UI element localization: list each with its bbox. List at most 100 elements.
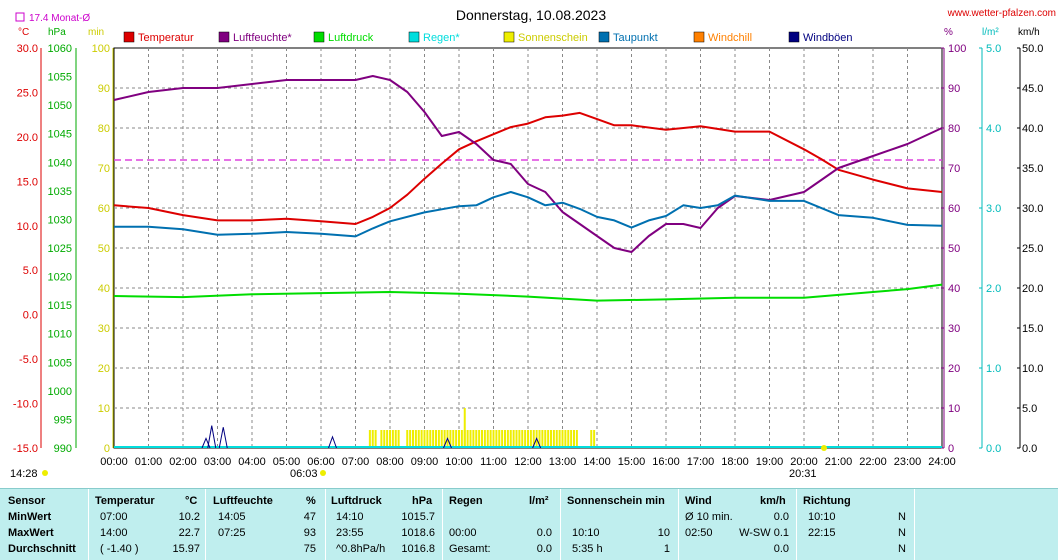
table-wind-value: W-SW 0.1 [739,527,789,539]
humidity-tick-label: 30 [948,323,960,335]
legend-label: Windchill [708,32,752,44]
chart-title: Donnerstag, 10.08.2023 [456,7,606,23]
header-direction: Richtung [803,495,851,507]
sunshine-bar [573,430,575,448]
humidity-tick-label: 70 [948,163,960,175]
sunshine-bar [506,430,509,448]
sunshine-bar [458,430,460,448]
sunshine-bar [460,430,463,448]
wind-tick-label: 40.0 [1022,123,1043,135]
sunshine-bar [529,430,532,448]
sunshine-bar [524,430,527,448]
series-line-temperatur [113,111,943,225]
humidity-tick-label: 90 [948,83,960,95]
table-hum-value: 75 [303,543,316,555]
sunset-label: 20:31 [789,468,817,480]
sunshine-bar [466,430,469,448]
sunshine-bar [501,430,504,448]
sunshine-bar [371,430,374,448]
table-temp-value: 10.2 [178,511,200,523]
sunshine-bar [478,430,481,448]
pressure-tick-label: 1050 [48,100,72,112]
x-tick-label: 24:00 [928,456,956,468]
pressure-tick-label: 990 [54,443,72,455]
header-pressure: Luftdruck [331,495,382,507]
humidity-unit: % [944,27,953,38]
sunshine-bar [555,430,558,448]
table-dir-value: N [898,527,906,539]
x-tick-label: 16:00 [652,456,680,468]
x-tick-label: 22:00 [859,456,887,468]
pressure-tick-label: 1010 [48,329,72,341]
legend-label: Temperatur [138,32,194,44]
table-wind-value: 0.0 [773,511,789,523]
sunshine-bar [498,430,501,448]
sunshine-bar [547,430,550,448]
table-wind-time: 02:50 [685,527,713,539]
header-sensor: Sensor [8,495,46,507]
wind-tick-label: 15.0 [1022,323,1043,335]
x-tick-label: 00:00 [100,456,128,468]
sunshine-bar [420,430,423,448]
temp-tick-label: -10.0 [13,399,38,411]
sun_min-tick-label: 30 [98,323,110,335]
sun_min-tick-label: 20 [98,363,110,375]
wind-tick-label: 35.0 [1022,163,1043,175]
sunshine-bar [593,430,596,448]
pressure-tick-label: 1030 [48,214,72,226]
sun_min-tick-label: 100 [92,43,110,55]
wind-gust-spike [443,437,452,449]
weather-chart: 00:00 01:00 02:00 03:00 04:00 05:00 06:00 07:00… [10,7,1056,480]
table-sun-time: 10:10 [572,527,600,539]
sunshine-bar [368,430,371,448]
wind-tick-label: 20.0 [1022,283,1043,295]
legend-label: Regen* [423,32,460,44]
temp-tick-label: 20.0 [17,132,38,144]
pressure-tick-label: 1055 [48,72,72,84]
sunshine-bar [383,430,386,448]
stats-table: Sensor Temperatur °C Luftfeuchte % Luftd… [0,488,1058,560]
sunshine-bar [432,430,435,448]
sunshine-bar [486,430,489,448]
table-press-value: 1015.7 [401,511,435,523]
sunrise-icon [320,470,326,476]
sunrise-label: 06:03 [290,468,318,480]
sunshine-bar [417,430,420,448]
site-link[interactable]: www.wetter-pfalzen.com [947,8,1056,19]
sun-icon [42,470,48,476]
wind-gust-spike [218,427,228,449]
sunshine-bar [443,430,446,448]
table-sun-value: 10 [657,527,670,539]
wind-gust-spike [532,437,542,449]
table-temp-time: 07:00 [100,511,128,523]
sun_min-tick-label: 70 [98,163,110,175]
table-row-label: Durchschnitt [8,543,76,555]
temp-tick-label: 10.0 [17,221,38,233]
header-humidity: Luftfeuchte [213,495,273,507]
chart-axes: 00:00 01:00 02:00 03:00 04:00 05:00 06:00 07:00… [13,43,1044,468]
table-sun-time: 5:35 h [572,543,603,555]
table-dir-value: N [898,511,906,523]
x-tick-label: 09:00 [411,456,439,468]
legend-swatch [788,31,800,43]
x-tick-label: 18:00 [721,456,749,468]
pressure-tick-label: 1045 [48,129,72,141]
table-dir-time: 10:10 [808,511,836,523]
table-row-label: MinWert [8,511,52,523]
sunshine-bar [406,430,409,448]
pressure-tick-label: 1020 [48,272,72,284]
table-hum-time: 14:05 [218,511,246,523]
sunshine-bar [429,430,432,448]
wind-tick-label: 10.0 [1022,363,1043,375]
pressure-unit: hPa [48,27,66,38]
sun_min-tick-label: 10 [98,403,110,415]
pressure-tick-label: 1040 [48,157,72,169]
sunshine-bar [469,430,472,448]
sunshine-bar [386,430,389,448]
legend-label: Taupunkt [613,32,658,44]
wind-gust-spike [328,435,337,449]
humidity-tick-label: 10 [948,403,960,415]
chart-grid [113,47,943,449]
pressure-tick-label: 1060 [48,43,72,55]
humidity-tick-label: 50 [948,243,960,255]
